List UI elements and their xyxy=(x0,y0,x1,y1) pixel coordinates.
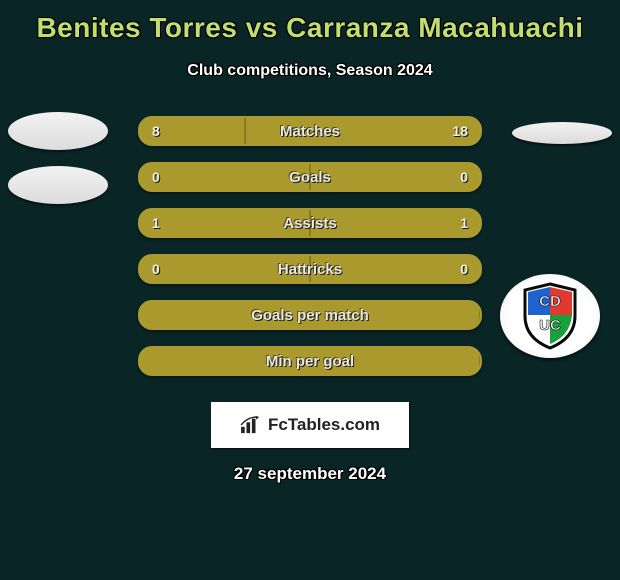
stat-row: 11Assists xyxy=(138,208,482,238)
watermark-text: FcTables.com xyxy=(268,415,380,435)
stat-label: Goals per match xyxy=(140,302,480,328)
stat-row: 00Hattricks xyxy=(138,254,482,284)
stat-row: 00Goals xyxy=(138,162,482,192)
subtitle: Club competitions, Season 2024 xyxy=(0,48,620,98)
stat-label: Min per goal xyxy=(140,348,480,374)
page-title: Benites Torres vs Carranza Macahuachi xyxy=(0,0,620,48)
stat-label: Goals xyxy=(140,164,480,190)
stat-label: Hattricks xyxy=(140,256,480,282)
title-text: Benites Torres vs Carranza Macahuachi xyxy=(36,12,583,43)
stat-label: Assists xyxy=(140,210,480,236)
date-text: 27 september 2024 xyxy=(234,464,386,483)
stat-row: Min per goal xyxy=(138,346,482,376)
shield-icon: CD UC xyxy=(521,282,579,350)
date-label: 27 september 2024 xyxy=(0,448,620,500)
comparison-area: 818Matches 00Goals 11Assists 00Hattricks Goa… xyxy=(0,98,620,398)
player-left-logo-1 xyxy=(8,112,108,150)
bars-icon xyxy=(240,416,262,434)
subtitle-text: Club competitions, Season 2024 xyxy=(187,62,432,79)
watermark: FcTables.com xyxy=(211,402,409,448)
svg-text:UC: UC xyxy=(539,317,561,334)
stat-bars: 818Matches 00Goals 11Assists 00Hattricks Goa… xyxy=(138,116,482,392)
player-left-logo-2 xyxy=(8,166,108,204)
stat-row: Goals per match xyxy=(138,300,482,330)
stat-row: 818Matches xyxy=(138,116,482,146)
stat-label: Matches xyxy=(140,118,480,144)
svg-text:CD: CD xyxy=(539,293,561,310)
club-crest: CD UC xyxy=(500,274,600,358)
player-right-logo-ellipse xyxy=(512,122,612,144)
